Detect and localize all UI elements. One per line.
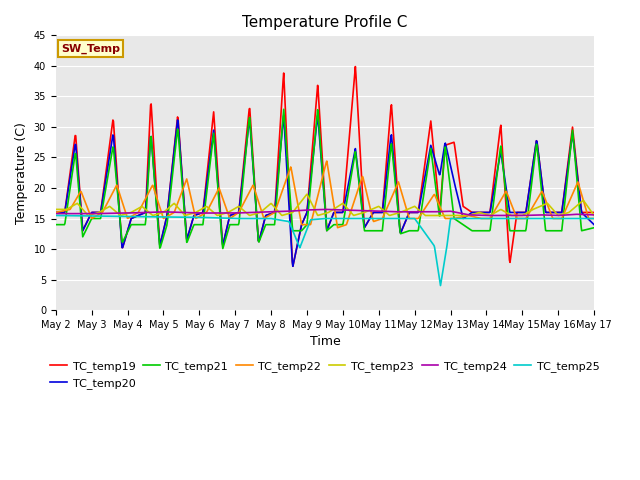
TC_temp24 <box>422 209 430 215</box>
TC_temp23 <box>590 213 598 218</box>
TC_temp21 <box>280 107 287 112</box>
Y-axis label: Temperature (C): Temperature (C) <box>15 122 28 224</box>
TC_temp21 <box>52 222 60 228</box>
TC_temp22 <box>269 210 277 216</box>
TC_temp21 <box>422 174 430 180</box>
TC_temp19 <box>590 210 598 216</box>
TC_temp20 <box>107 146 115 152</box>
Legend: TC_temp19, TC_temp20, TC_temp21, TC_temp22, TC_temp23, TC_temp24, TC_temp25: TC_temp19, TC_temp20, TC_temp21, TC_temp… <box>46 357 604 393</box>
TC_temp23 <box>303 192 310 197</box>
TC_temp22 <box>483 216 490 221</box>
Text: SW_Temp: SW_Temp <box>61 44 120 54</box>
TC_temp22 <box>422 203 430 209</box>
TC_temp23 <box>473 210 481 216</box>
TC_temp22 <box>107 193 115 199</box>
TC_temp24 <box>52 211 60 216</box>
TC_temp19 <box>351 64 359 70</box>
TC_temp25 <box>472 216 480 221</box>
TC_temp21 <box>590 225 598 230</box>
TC_temp21 <box>483 228 490 234</box>
TC_temp25 <box>107 213 115 219</box>
TC_temp19 <box>422 149 430 155</box>
TC_temp21 <box>107 156 115 162</box>
X-axis label: Time: Time <box>310 336 340 348</box>
TC_temp21 <box>219 246 227 252</box>
TC_temp22 <box>473 215 481 220</box>
TC_temp19 <box>289 264 297 269</box>
TC_temp20 <box>289 264 297 269</box>
TC_temp19 <box>52 210 60 216</box>
TC_temp20 <box>269 210 277 216</box>
Line: TC_temp25: TC_temp25 <box>56 216 594 286</box>
Line: TC_temp23: TC_temp23 <box>56 194 594 216</box>
TC_temp22 <box>52 210 60 216</box>
TC_temp25 <box>269 216 277 222</box>
TC_temp22 <box>323 158 331 164</box>
TC_temp21 <box>473 228 481 234</box>
TC_temp24 <box>321 206 328 212</box>
TC_temp20 <box>483 210 490 216</box>
TC_temp20 <box>473 210 481 216</box>
TC_temp23 <box>289 209 297 215</box>
TC_temp24 <box>482 213 490 218</box>
Line: TC_temp22: TC_temp22 <box>56 161 594 228</box>
TC_temp25 <box>422 231 429 237</box>
TC_temp24 <box>590 212 598 218</box>
TC_temp20 <box>422 165 430 171</box>
TC_temp23 <box>422 213 430 218</box>
TC_temp25 <box>52 213 60 218</box>
TC_temp19 <box>289 261 297 266</box>
TC_temp21 <box>270 222 278 228</box>
TC_temp23 <box>107 204 115 210</box>
TC_temp21 <box>290 228 298 234</box>
TC_temp19 <box>107 133 115 139</box>
TC_temp22 <box>590 216 598 221</box>
TC_temp19 <box>473 210 481 216</box>
TC_temp23 <box>269 203 277 209</box>
TC_temp24 <box>107 210 115 216</box>
TC_temp22 <box>333 225 341 230</box>
TC_temp24 <box>289 208 297 214</box>
Line: TC_temp19: TC_temp19 <box>56 67 594 266</box>
Line: TC_temp21: TC_temp21 <box>56 109 594 249</box>
Title: Temperature Profile C: Temperature Profile C <box>242 15 408 30</box>
TC_temp25 <box>482 216 490 221</box>
TC_temp20 <box>52 210 60 216</box>
Line: TC_temp20: TC_temp20 <box>56 116 594 266</box>
TC_temp20 <box>590 222 598 228</box>
TC_temp24 <box>472 212 480 218</box>
TC_temp23 <box>483 212 490 217</box>
TC_temp23 <box>52 206 60 212</box>
TC_temp24 <box>483 213 491 218</box>
Line: TC_temp24: TC_temp24 <box>56 209 594 216</box>
TC_temp23 <box>422 213 429 218</box>
TC_temp25 <box>436 283 444 288</box>
TC_temp24 <box>269 209 277 215</box>
TC_temp19 <box>483 210 490 216</box>
TC_temp25 <box>590 216 598 221</box>
TC_temp22 <box>289 175 297 180</box>
TC_temp25 <box>289 228 297 234</box>
TC_temp20 <box>280 113 287 119</box>
TC_temp19 <box>269 210 277 216</box>
TC_temp20 <box>290 258 298 264</box>
